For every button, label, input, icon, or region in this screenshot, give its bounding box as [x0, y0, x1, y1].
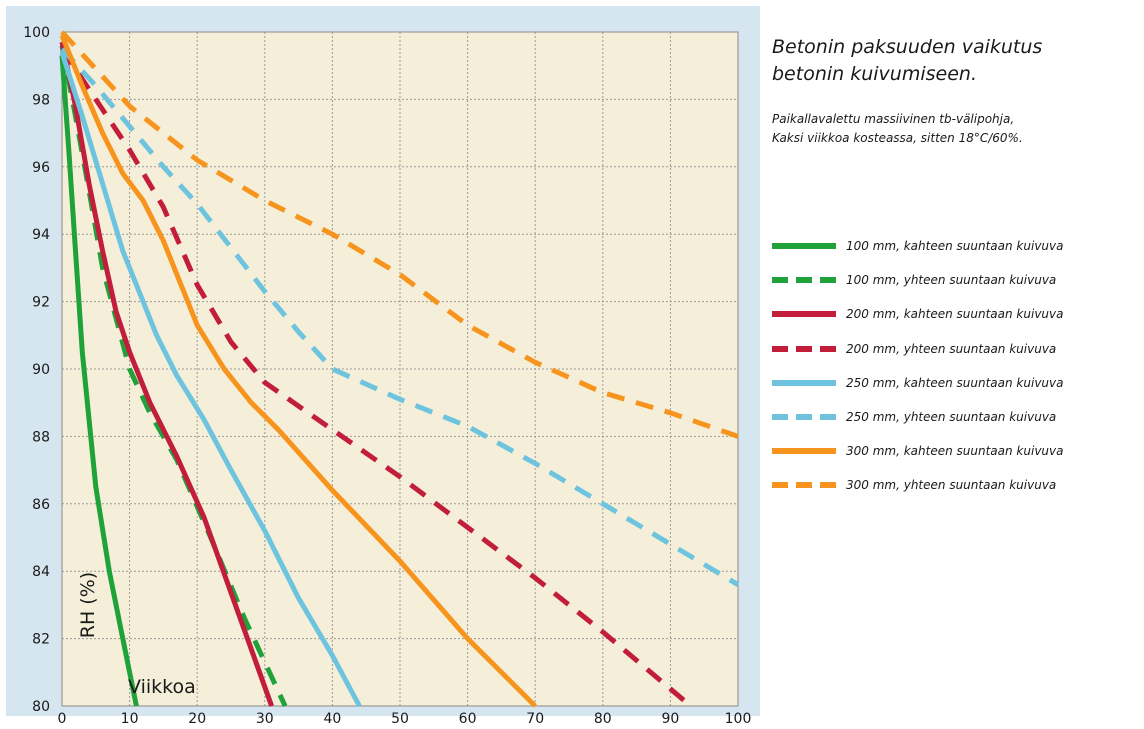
y-tick-label: 90 [32, 362, 50, 378]
legend-item: 250 mm, yhteen suuntaan kuivuva [772, 400, 1144, 434]
y-axis-label: RH (%) [77, 572, 99, 638]
y-tick-label: 80 [32, 699, 50, 715]
legend-swatch [772, 414, 836, 420]
x-tick-label: 50 [391, 711, 409, 727]
legend-swatch [772, 243, 836, 249]
legend-swatch [772, 346, 836, 352]
y-tick-label: 94 [32, 227, 50, 243]
x-tick-label: 80 [594, 711, 612, 727]
legend-item: 100 mm, yhteen suuntaan kuivuva [772, 263, 1144, 297]
legend-item: 300 mm, kahteen suuntaan kuivuva [772, 434, 1144, 468]
y-tick-label: 92 [32, 295, 50, 311]
x-tick-label: 70 [526, 711, 544, 727]
legend-label: 200 mm, yhteen suuntaan kuivuva [846, 342, 1056, 356]
y-tick-label: 84 [32, 564, 50, 580]
chart-subtitle: Paikallavalettu massiivinen tb-välipohja… [772, 110, 1142, 148]
chart: 80 82 84 86 88 90 92 94 96 98 100 0 10 20 30 40 50 60 70 8… [0, 0, 760, 729]
legend-swatch [772, 448, 836, 454]
legend-swatch [772, 311, 836, 317]
x-tick-label: 0 [58, 711, 67, 727]
legend-label: 100 mm, yhteen suuntaan kuivuva [846, 273, 1056, 287]
legend: 100 mm, kahteen suuntaan kuivuva 100 mm, … [772, 229, 1144, 503]
legend-item: 200 mm, yhteen suuntaan kuivuva [772, 332, 1144, 366]
chart-title: Betonin paksuuden vaikutus betonin kuivu… [772, 34, 1142, 88]
legend-item: 200 mm, kahteen suuntaan kuivuva [772, 297, 1144, 331]
legend-swatch [772, 277, 836, 283]
legend-item: 300 mm, yhteen suuntaan kuivuva [772, 468, 1144, 502]
legend-label: 250 mm, yhteen suuntaan kuivuva [846, 410, 1056, 424]
legend-item: 100 mm, kahteen suuntaan kuivuva [772, 229, 1144, 263]
x-tick-label: 40 [323, 711, 341, 727]
chart-description: Betonin paksuuden vaikutus betonin kuivu… [772, 34, 1142, 148]
x-tick-label: 30 [256, 711, 274, 727]
y-tick-label: 86 [32, 497, 50, 513]
y-tick-label: 100 [23, 25, 50, 41]
legend-label: 200 mm, kahteen suuntaan kuivuva [846, 307, 1063, 321]
y-tick-label: 98 [32, 92, 50, 108]
x-tick-label: 100 [725, 711, 752, 727]
x-tick-label: 20 [188, 711, 206, 727]
x-tick-label: 60 [459, 711, 477, 727]
legend-label: 300 mm, kahteen suuntaan kuivuva [846, 444, 1063, 458]
y-tick-label: 88 [32, 429, 50, 445]
legend-swatch [772, 380, 836, 386]
legend-label: 250 mm, kahteen suuntaan kuivuva [846, 376, 1063, 390]
legend-item: 250 mm, kahteen suuntaan kuivuva [772, 366, 1144, 400]
legend-label: 100 mm, kahteen suuntaan kuivuva [846, 239, 1063, 253]
legend-swatch [772, 482, 836, 488]
x-axis-label: Viikkoa [128, 676, 196, 698]
y-tick-label: 82 [32, 632, 50, 648]
x-tick-label: 90 [661, 711, 679, 727]
y-tick-label: 96 [32, 160, 50, 176]
legend-label: 300 mm, yhteen suuntaan kuivuva [846, 478, 1056, 492]
x-tick-label: 10 [121, 711, 139, 727]
